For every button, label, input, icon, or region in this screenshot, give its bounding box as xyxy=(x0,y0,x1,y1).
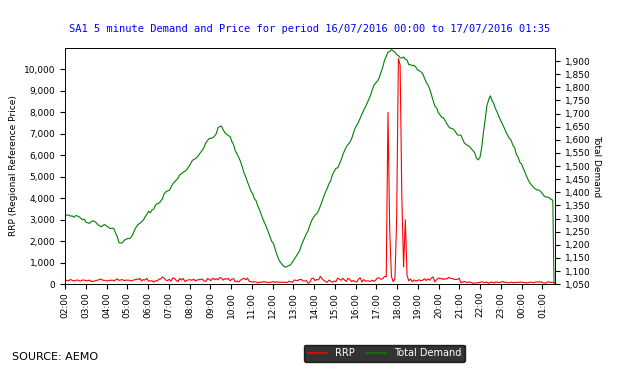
Total Demand xyxy=(476,155,484,160)
RRP xyxy=(487,280,494,284)
Text: SOURCE: AEMO: SOURCE: AEMO xyxy=(12,352,99,362)
Total Demand xyxy=(283,264,291,269)
RRP xyxy=(283,280,291,285)
Total Demand xyxy=(20,316,27,320)
Total Demand xyxy=(287,262,294,267)
RRP xyxy=(551,281,558,285)
Line: Total Demand: Total Demand xyxy=(24,50,554,320)
Total Demand xyxy=(388,48,395,52)
Total Demand xyxy=(402,57,409,62)
Text: SA1 5 minute Demand and Price for period 16/07/2016 00:00 to 17/07/2016 01:35: SA1 5 minute Demand and Price for period… xyxy=(69,24,551,34)
Total Demand xyxy=(551,318,558,322)
RRP xyxy=(402,217,409,222)
Total Demand xyxy=(450,127,458,132)
Legend: RRP, Total Demand: RRP, Total Demand xyxy=(304,345,465,362)
Total Demand xyxy=(485,98,492,102)
Y-axis label: RRP (Regional Reference Price): RRP (Regional Reference Price) xyxy=(9,96,19,237)
RRP xyxy=(450,277,458,282)
RRP xyxy=(20,281,27,285)
RRP xyxy=(485,281,492,286)
RRP xyxy=(476,280,484,284)
Line: RRP: RRP xyxy=(24,59,554,283)
RRP xyxy=(395,56,402,61)
Y-axis label: Total Demand: Total Demand xyxy=(593,135,601,197)
RRP xyxy=(287,280,294,284)
